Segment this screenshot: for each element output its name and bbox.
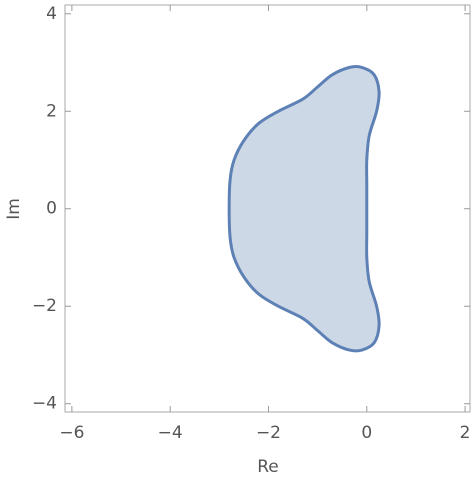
x-tick-label: 2	[460, 423, 471, 443]
x-tick-label: −4	[158, 423, 183, 443]
x-tick-label: −2	[256, 423, 281, 443]
y-tick-label: −2	[32, 296, 57, 316]
y-tick-label: 4	[46, 4, 57, 24]
x-tick-label: −6	[59, 423, 84, 443]
y-axis-label: Im	[4, 198, 24, 220]
x-axis-label: Re	[257, 457, 279, 477]
y-tick-label: −4	[32, 394, 57, 414]
x-tick-label: 0	[361, 423, 372, 443]
y-tick-label: 2	[46, 101, 57, 121]
region	[227, 64, 381, 353]
y-tick-label: 0	[46, 199, 57, 219]
